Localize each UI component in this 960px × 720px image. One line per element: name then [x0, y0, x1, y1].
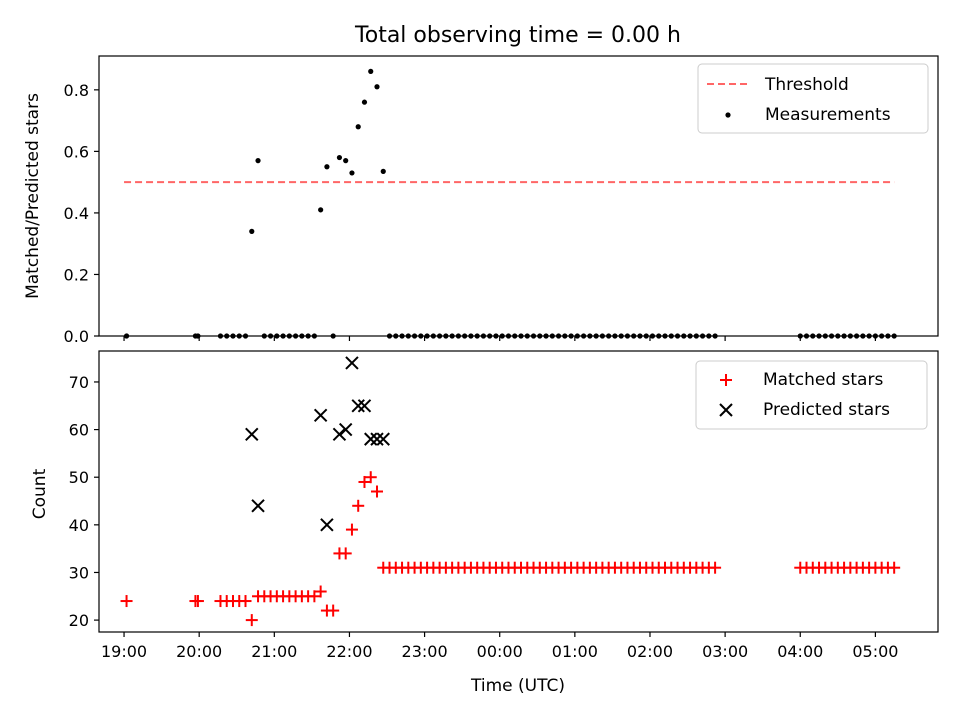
count-y-tick-label: 30 [69, 563, 89, 582]
ratio-x-axis [123, 336, 876, 341]
measurement-point [336, 154, 343, 161]
measurement-point [374, 84, 380, 90]
predicted-star-point [338, 422, 353, 437]
ratio-plot-frame [98, 55, 939, 337]
matched-star-point [314, 585, 327, 598]
matched-star-point [370, 485, 383, 498]
measurement-point [349, 170, 355, 176]
measurement-point [324, 164, 330, 170]
predicted-star-point [245, 427, 259, 442]
predicted-star-point [357, 399, 372, 413]
measurement-point [318, 207, 324, 213]
predicted-star-point [376, 432, 390, 446]
count-y-tick-label: 60 [69, 421, 89, 440]
predicted-star-point [332, 427, 347, 442]
x-tick-label: 04:00 [777, 642, 823, 661]
ratio-y-tick-label: 0.0 [64, 327, 89, 346]
count-y-tick-label: 70 [69, 373, 89, 392]
measurement-point [368, 68, 374, 74]
matched-star-point [352, 499, 365, 512]
matched-star-point [191, 595, 204, 608]
count-y-axis: 20 30 40 50 60 70 [69, 373, 99, 630]
predicted-star-point [345, 356, 359, 370]
matched-star-point [339, 547, 352, 560]
x-tick-label: 21:00 [251, 642, 297, 661]
matched-star-point [245, 614, 258, 627]
measurement-point [255, 158, 261, 164]
x-tick-label: 23:00 [402, 642, 448, 661]
measurement-point [380, 168, 386, 174]
x-axis-label: Time (UTC) [470, 676, 565, 696]
count-panel: 20 30 40 50 60 70 19:00 20:00 21:00 22:00 23:00 00… [30, 350, 939, 696]
ratio-y-tick-label: 0.2 [64, 265, 89, 284]
x-tick-label: 00:00 [477, 642, 523, 661]
x-tick-label: 19:00 [101, 642, 147, 661]
matched-star-point [239, 595, 252, 608]
count-plot-frame [98, 350, 939, 633]
ratio-panel: 0.00.20.40.60.8 Matched/Predicted stars … [23, 55, 939, 346]
predicted-legend-label: Predicted stars [763, 400, 890, 420]
x-tick-label: 20:00 [176, 642, 222, 661]
ratio-y-axis: 0.0 0.2 0.4 0.6 0.8 [64, 81, 99, 346]
measurement-point [361, 99, 368, 105]
x-tick-label: 22:00 [326, 642, 372, 661]
measurement-point [343, 158, 349, 164]
x-tick-label: 01:00 [552, 642, 598, 661]
matched-star-point [308, 590, 321, 603]
matched-star-point [327, 604, 340, 617]
count-marks [120, 356, 901, 627]
count-y-tick-label: 20 [69, 611, 89, 630]
ratio-y-axis-label: Matched/Predicted stars [23, 93, 43, 299]
matched-legend-swatch [720, 374, 732, 386]
matched-star-point [358, 475, 371, 488]
count-x-axis: 19:00 20:00 21:00 22:00 23:00 00:00 01:00 02:00… [101, 632, 898, 661]
matched-star-point [709, 561, 722, 574]
predicted-star-point [313, 408, 328, 423]
x-tick-label: 05:00 [852, 642, 898, 661]
count-y-tick-label: 40 [69, 516, 89, 535]
ratio-y-tick-label: 0.4 [64, 204, 89, 223]
x-tick-label: 03:00 [702, 642, 748, 661]
matched-star-point [364, 471, 377, 484]
chart-title: Total observing time = 0.00 h [354, 23, 681, 48]
matched-star-point [345, 523, 358, 536]
measurements-legend-swatch [725, 112, 731, 118]
ratio-y-tick-label: 0.6 [64, 142, 89, 161]
predicted-star-point [370, 432, 384, 446]
count-y-axis-label: Count [30, 468, 50, 519]
predicted-star-point [251, 499, 265, 513]
predicted-legend-swatch [719, 403, 733, 417]
matched-star-point [888, 561, 901, 574]
predicted-star-point [320, 518, 334, 532]
count-legend-box [695, 360, 928, 430]
count-legend: Matched stars Predicted stars [695, 360, 928, 430]
predicted-star-point [364, 432, 378, 446]
predicted-star-point [351, 399, 365, 413]
threshold-legend-label: Threshold [764, 75, 849, 95]
ratio-legend-box [697, 63, 929, 134]
x-tick-label: 02:00 [627, 642, 673, 661]
measurement-point [249, 228, 255, 234]
measurements-legend-label: Measurements [765, 105, 891, 125]
matched-star-point [120, 595, 133, 608]
count-y-tick-label: 50 [69, 468, 89, 487]
ratio-legend: Threshold Measurements [697, 63, 929, 134]
ratio-y-tick-label: 0.8 [64, 81, 89, 100]
matched-legend-label: Matched stars [763, 370, 883, 390]
measurement-point [355, 124, 361, 130]
